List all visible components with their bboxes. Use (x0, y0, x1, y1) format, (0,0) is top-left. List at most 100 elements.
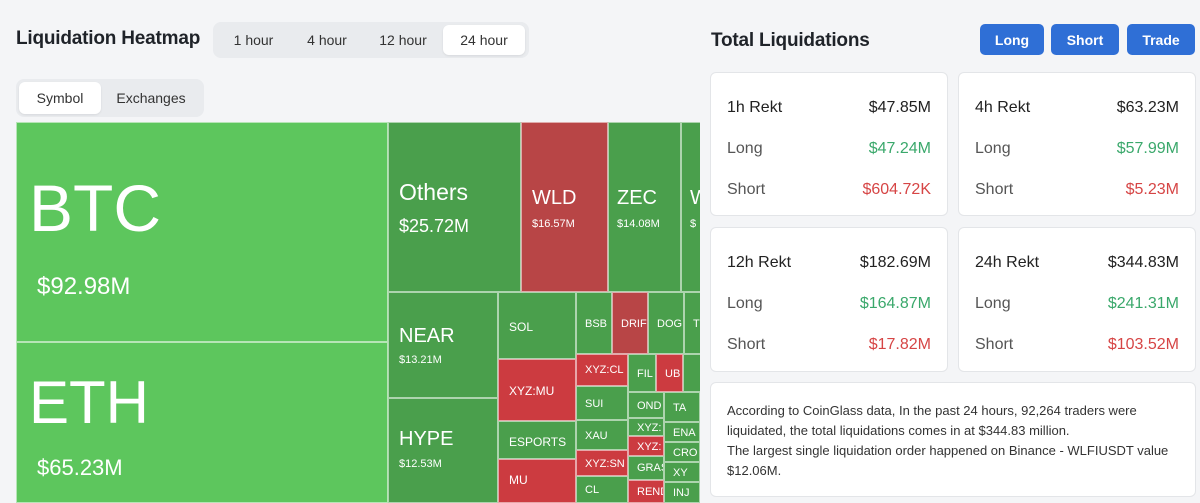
tab-4-hour[interactable]: 4 hour (307, 32, 347, 48)
tile-hype[interactable]: HYPE $12.53M (388, 398, 498, 503)
card-24h-rekt: 24h Rekt $344.83M Long $241.31M Short $103.… (958, 227, 1196, 372)
tile-wld[interactable]: WLD $16.57M (521, 122, 608, 292)
tile-symbol: XYZ: (637, 441, 662, 453)
tile-xyz-cl[interactable]: XYZ:CL (576, 354, 628, 386)
tile-symbol: WLD (532, 187, 577, 209)
tab-exchanges[interactable]: Exchanges (116, 90, 186, 106)
tile-t[interactable]: T (684, 292, 700, 354)
long-label: Long (975, 295, 1011, 312)
tile-symbol: HYPE (399, 428, 454, 450)
tile-sol[interactable]: SOL (498, 292, 576, 359)
summary-line-1: According to CoinGlass data, In the past… (727, 403, 1137, 438)
tile-symbol: T (693, 318, 700, 330)
tab-symbol[interactable]: Symbol (19, 82, 101, 114)
tile-symbol: CRO (673, 447, 698, 459)
short-label: Short (975, 181, 1014, 198)
short-button[interactable]: Short (1051, 24, 1119, 55)
tile-near[interactable]: NEAR $13.21M (388, 292, 498, 398)
card-label: 4h Rekt (975, 99, 1031, 116)
tile-zec[interactable]: ZEC $14.08M (608, 122, 681, 292)
tile-sui[interactable]: SUI (576, 386, 628, 420)
tile-symbol: SUI (585, 398, 604, 410)
long-value: $164.87M (859, 295, 931, 312)
tile-symbol: TA (673, 402, 687, 414)
card-label: 1h Rekt (727, 99, 783, 116)
tile-symbol: OND (637, 400, 662, 412)
view-tabs: Symbol Exchanges (16, 79, 204, 117)
tile-value: $16.57M (532, 218, 575, 230)
tile-gras[interactable]: GRAS (628, 456, 664, 480)
tile-others[interactable]: Others $25.72M (388, 122, 521, 292)
tile-symbol: XAU (585, 430, 608, 442)
tile-fil[interactable]: FIL (628, 354, 656, 392)
tile-ub[interactable]: UB (656, 354, 683, 392)
long-label: Long (975, 140, 1011, 157)
trade-button[interactable]: Trade (1127, 24, 1195, 55)
tile-xyz-2[interactable]: XYZ: (628, 436, 664, 456)
tile-symbol: W (690, 188, 700, 208)
tab-1-hour[interactable]: 1 hour (233, 32, 274, 48)
short-label: Short (727, 336, 766, 353)
tile-btc[interactable]: BTC $92.98M (16, 122, 388, 342)
liquidation-treemap: BTC $92.98M ETH $65.23M Others $25.72M W… (16, 122, 700, 503)
tile-symbol: FIL (637, 368, 653, 380)
tile-xau[interactable]: XAU (576, 420, 628, 450)
tile-symbol: NEAR (399, 325, 455, 347)
tile-ena[interactable]: ENA (664, 422, 700, 442)
tile-dog[interactable]: DOG (648, 292, 684, 354)
tile-symbol: UB (665, 368, 681, 380)
tile-value: $ (690, 218, 697, 230)
tile-symbol: XYZ:CL (585, 364, 624, 376)
long-value: $57.99M (1116, 140, 1179, 157)
tile-drif[interactable]: DRIF (612, 292, 648, 354)
tile-symbol: ZEC (617, 187, 657, 209)
tab-12-hour[interactable]: 12 hour (379, 32, 427, 48)
short-value: $5.23M (1125, 181, 1179, 198)
tile-ta[interactable]: TA (664, 392, 700, 422)
short-label: Short (727, 181, 766, 198)
tile-value: $14.08M (617, 218, 660, 230)
short-value: $17.82M (868, 336, 931, 353)
tile-symbol: CL (585, 484, 600, 496)
tile-symbol: DRIF (621, 318, 647, 330)
tile-w[interactable]: W $ (681, 122, 700, 292)
tile-value: $13.21M (399, 354, 442, 366)
tile-symbol: XYZ:SN (585, 458, 625, 470)
tile-symbol: GRAS (637, 462, 663, 474)
tile-inj[interactable]: INJ (664, 482, 700, 503)
summary-line-2: The largest single liquidation order hap… (727, 443, 1169, 478)
tile-mu[interactable]: MU (498, 459, 576, 503)
card-12h-rekt: 12h Rekt $182.69M Long $164.87M Short $17.8… (710, 227, 948, 372)
long-button[interactable]: Long (980, 24, 1044, 55)
tile-xy[interactable]: XY (664, 462, 700, 482)
tile-cl[interactable]: CL (576, 476, 628, 503)
tile-xyz-sn[interactable]: XYZ:SN (576, 450, 628, 476)
long-label: Long (727, 140, 763, 157)
tile-symbol: BSB (585, 318, 608, 330)
card-total: $344.83M (1107, 254, 1179, 271)
tile-symbol: XYZ:MU (509, 384, 555, 398)
tile-bsb[interactable]: BSB (576, 292, 612, 354)
tile-symbol: Others (399, 179, 469, 205)
long-value: $241.31M (1107, 295, 1179, 312)
card-total: $182.69M (859, 254, 931, 271)
time-range-tabs: 1 hour 4 hour 12 hour 24 hour (213, 22, 529, 58)
tile-symbol: ENA (673, 427, 696, 439)
tile-filler[interactable] (683, 354, 700, 392)
long-value: $47.24M (868, 140, 931, 157)
tile-symbol: XYZ: (637, 422, 662, 434)
liquidation-summary: According to CoinGlass data, In the past… (710, 382, 1196, 497)
card-1h-rekt: 1h Rekt $47.85M Long $47.24M Short $604.72K (710, 72, 948, 216)
tile-cro[interactable]: CRO (664, 442, 700, 462)
tab-24-hour[interactable]: 24 hour (443, 25, 525, 55)
tile-eth[interactable]: ETH $65.23M (16, 342, 388, 503)
tile-value: $12.53M (399, 458, 442, 470)
tile-symbol: BTC (29, 171, 161, 245)
tile-xyz-1[interactable]: XYZ: (628, 418, 664, 436)
tile-xyz-mu[interactable]: XYZ:MU (498, 359, 576, 421)
tile-ond[interactable]: OND (628, 392, 664, 418)
tile-esports[interactable]: ESPORTS (498, 421, 576, 459)
card-total: $47.85M (868, 99, 931, 116)
